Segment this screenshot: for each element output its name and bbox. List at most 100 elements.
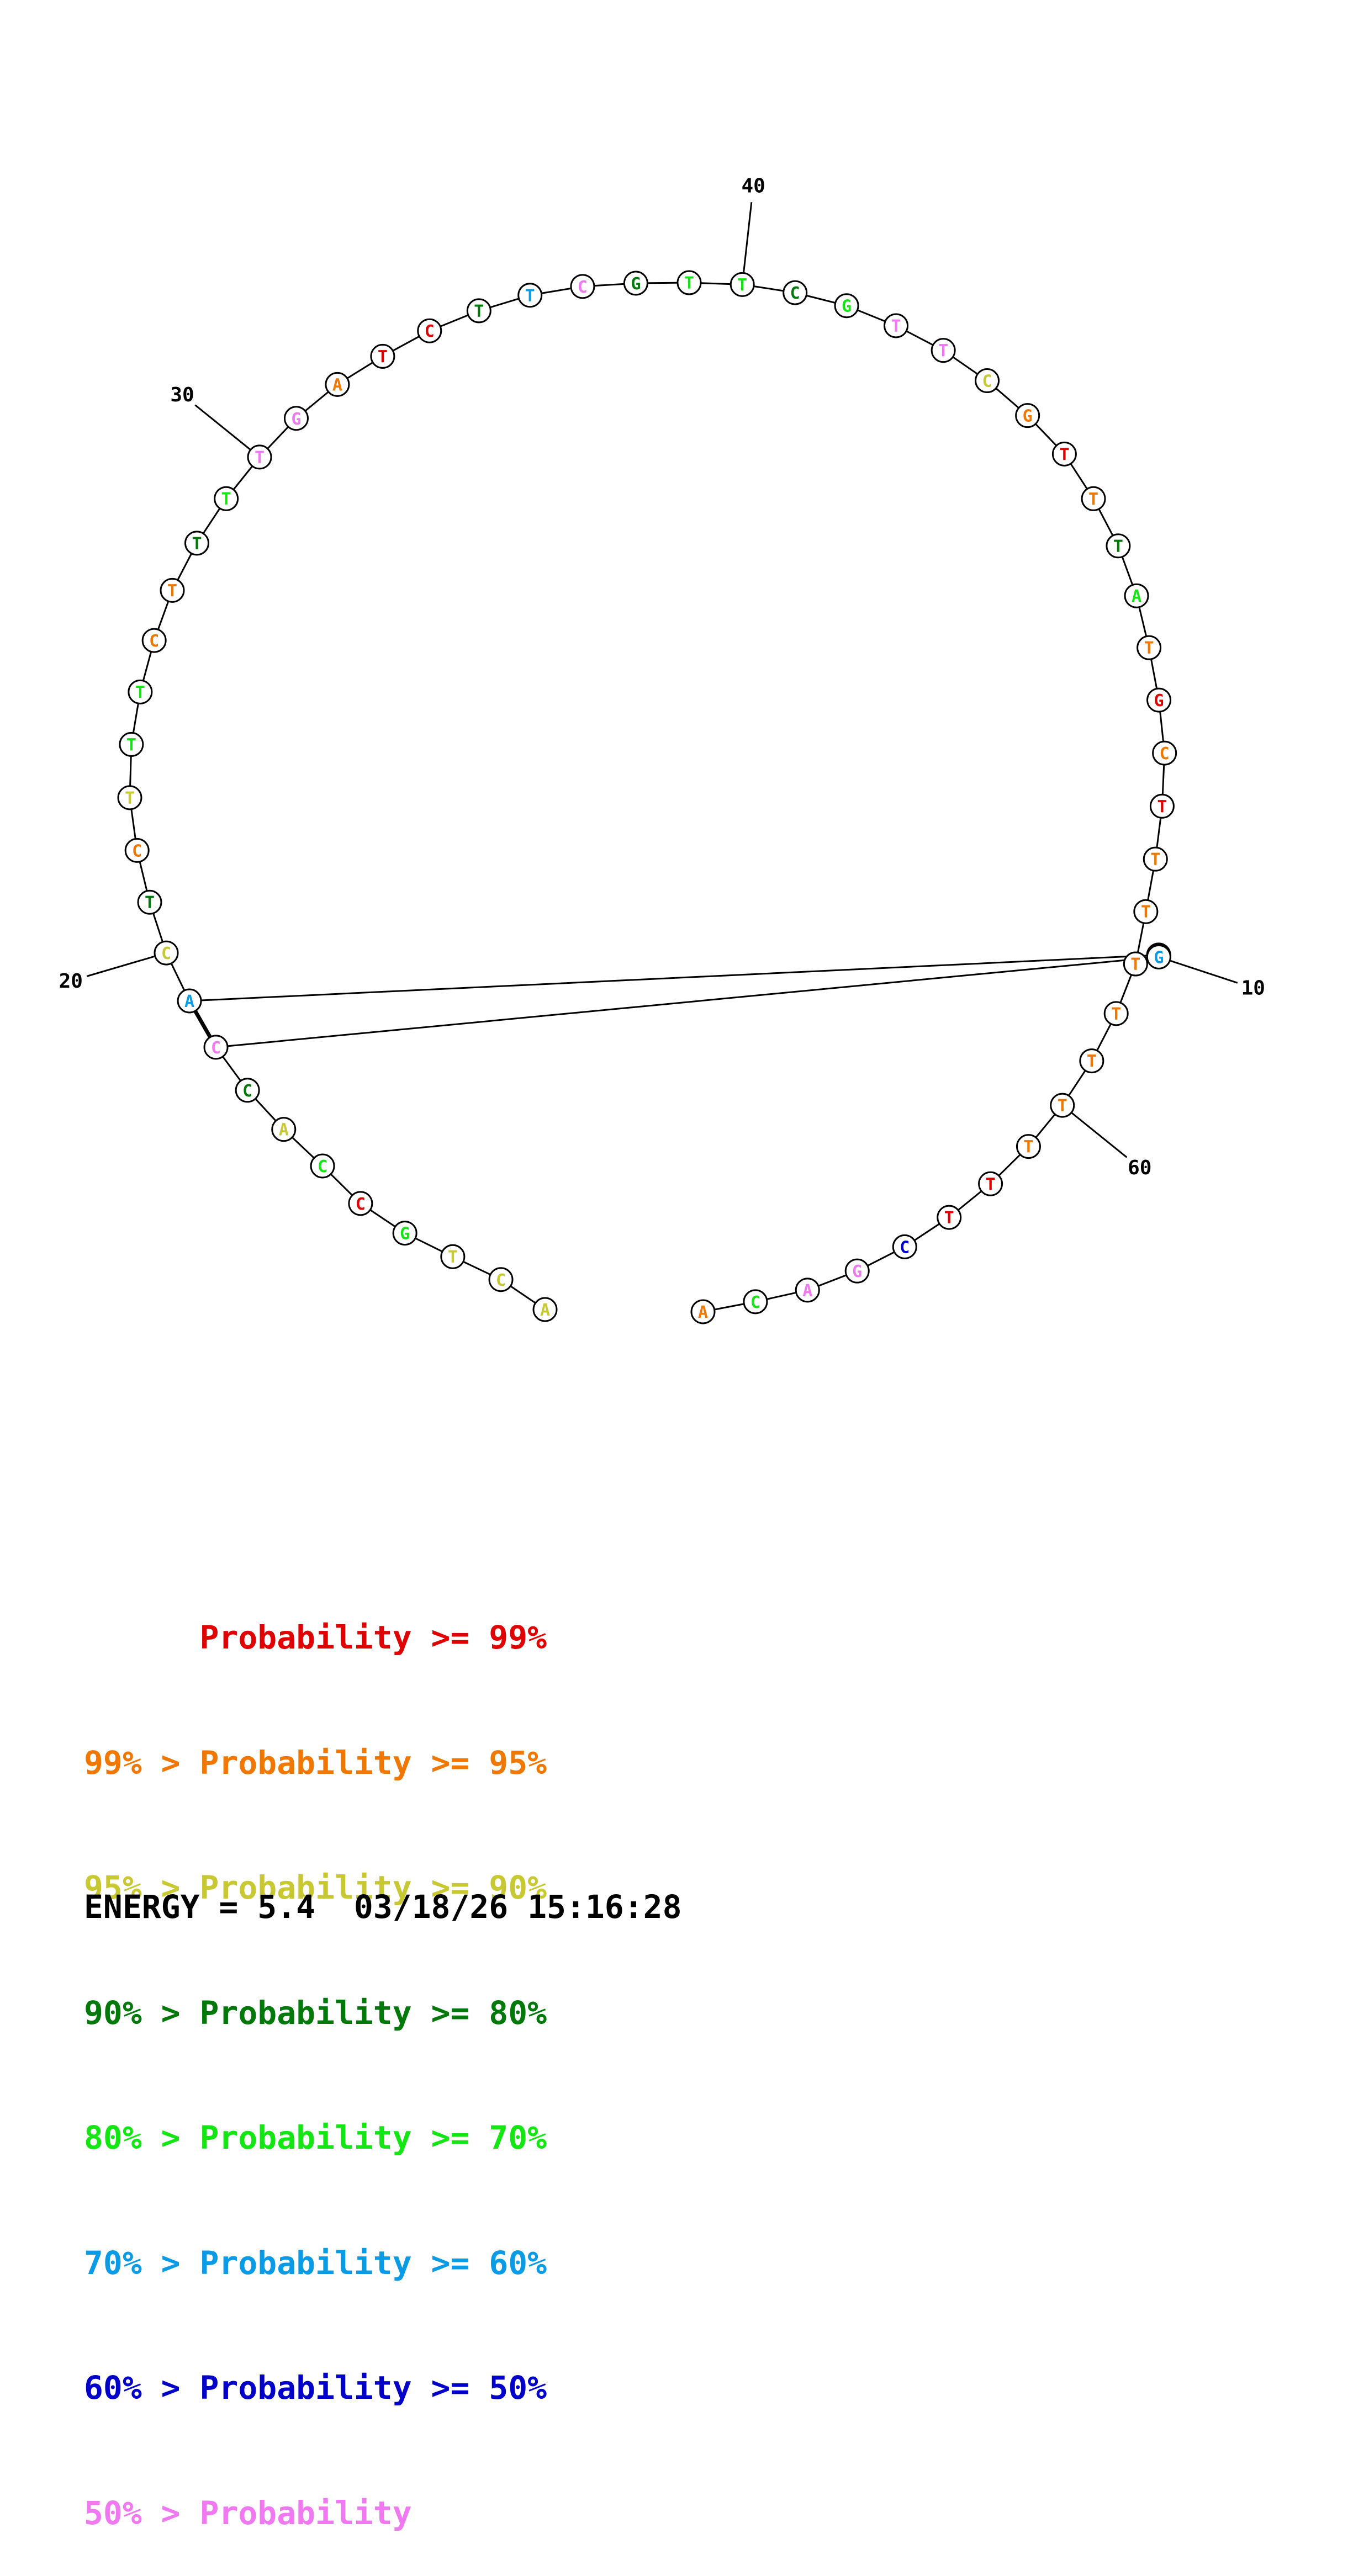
nucleotide-letter: T: [448, 1248, 458, 1267]
nucleotide-letter: C: [161, 944, 171, 963]
nucleotide-letter: T: [944, 1209, 954, 1228]
nucleotide-67: C: [489, 1268, 512, 1291]
nucleotide-39: T: [248, 446, 271, 469]
nucleotide-letter: C: [578, 278, 588, 297]
nucleotide-29: T: [731, 273, 754, 296]
tick-label-20: 20: [59, 970, 83, 993]
backbone-segment: [189, 955, 1159, 1001]
nucleotide-letter: T: [1113, 537, 1123, 556]
nucleotide-letter: T: [891, 317, 901, 336]
nucleotide-38: G: [284, 407, 308, 430]
nucleotide-letter: T: [1157, 797, 1167, 817]
nucleotide-17: G: [1148, 688, 1171, 712]
nucleotide-letter: G: [400, 1225, 410, 1244]
nucleotide-letter: G: [842, 297, 852, 316]
tick-label-40: 40: [741, 174, 765, 197]
tick-label-10: 10: [1241, 977, 1265, 1000]
nucleotide-letter: C: [318, 1157, 327, 1176]
nucleotide-letter: T: [1130, 955, 1140, 974]
nucleotide-letter: C: [211, 1038, 221, 1058]
nucleotide-letter: A: [1132, 587, 1141, 606]
nucleotide-19: A: [1125, 584, 1148, 607]
nucleotide-letter: A: [802, 1281, 812, 1301]
nucleotide-letter: C: [149, 632, 159, 651]
nucleotide-42: T: [161, 579, 184, 602]
nucleotide-33: T: [519, 284, 542, 307]
nucleotide-23: G: [1016, 404, 1039, 427]
nucleotide-letter: T: [145, 893, 155, 913]
nucleotide-letter: C: [1160, 744, 1170, 764]
nucleotide-letter: G: [1023, 407, 1033, 426]
nucleotide-letter: C: [750, 1293, 760, 1312]
nucleotide-letter: T: [1088, 490, 1098, 509]
nucleotide-24: C: [976, 369, 999, 393]
nucleotide-letter: C: [242, 1082, 252, 1101]
nucleotide-27: G: [835, 294, 858, 317]
nucleotide-letter: T: [525, 287, 535, 306]
nucleotide-3: A: [796, 1279, 819, 1302]
nucleotide-14: T: [1144, 847, 1167, 871]
nucleotide-25: T: [932, 339, 955, 362]
nucleotide-15: T: [1150, 794, 1174, 818]
nucleotide-21: T: [1082, 487, 1105, 510]
nucleotide-28: C: [784, 281, 807, 304]
legend-row-2: 99% > Probability >= 95%: [84, 1742, 547, 1784]
nucleotide-35: C: [418, 319, 441, 342]
nucleotide-16: C: [1153, 741, 1176, 765]
nucleotide-letter: T: [1058, 1096, 1067, 1116]
nucleotide-48: T: [138, 891, 161, 914]
nucleotide-36: T: [371, 344, 394, 368]
nucleotide-letter: C: [425, 322, 435, 341]
nucleotide-45: T: [120, 733, 143, 756]
nucleotide-letter: C: [790, 284, 800, 303]
nucleotide-letter: T: [1059, 445, 1069, 464]
nucleotide-letter: A: [332, 375, 342, 395]
nucleotide-18: T: [1138, 636, 1161, 659]
nucleotide-66: T: [441, 1245, 464, 1268]
nucleotide-50: A: [178, 989, 201, 1013]
nucleotide-letter: T: [1144, 639, 1154, 658]
nucleotide-10: T: [1080, 1050, 1103, 1073]
nucleotide-letter: T: [1087, 1052, 1097, 1072]
energy-readout: ENERGY = 5.4 03/18/26 15:16:28: [84, 1888, 682, 1926]
nucleotide-44: T: [129, 680, 152, 703]
nucleotide-letter: C: [496, 1271, 506, 1290]
nucleotide-31: G: [624, 272, 647, 295]
backbone-segment: [216, 957, 1159, 1047]
nucleotide-4: G: [845, 1259, 869, 1282]
nucleotide-letter: T: [986, 1175, 996, 1194]
nucleotide-letter: T: [1141, 903, 1151, 922]
nucleotide-11: T: [1104, 1002, 1128, 1025]
nucleotide-letter: A: [184, 992, 194, 1011]
nucleotide-40: T: [215, 487, 238, 510]
nucleotide-65: G: [393, 1222, 416, 1245]
nucleotide-37: A: [326, 373, 349, 396]
nucleotide-letter: T: [255, 448, 265, 468]
nucleotide-22: T: [1053, 442, 1076, 465]
legend-row-6: 70% > Probability >= 60%: [84, 2243, 547, 2285]
nucleotide-letter: T: [938, 342, 948, 361]
nucleotide-letter: G: [1154, 948, 1164, 967]
nucleotide-32: C: [571, 275, 594, 298]
nucleotide-letter: T: [1023, 1138, 1033, 1157]
nucleotide-letter: T: [167, 581, 177, 601]
nucleotide-5: C: [893, 1235, 916, 1258]
nucleotide-8: T: [1017, 1135, 1040, 1158]
tick-label-60: 60: [1128, 1157, 1151, 1179]
nucleotide-letter: A: [698, 1303, 708, 1322]
nucleotide-1: A: [691, 1300, 715, 1323]
nucleotide-68: A: [533, 1298, 557, 1321]
nucleotide-9: T: [1051, 1094, 1074, 1117]
nucleotide-20: T: [1107, 534, 1130, 558]
nucleotide-6: T: [938, 1206, 961, 1229]
nucleotide-letter: T: [135, 683, 145, 702]
nucleotide-letter: T: [474, 302, 484, 321]
legend-row-1: Probability >= 99%: [84, 1617, 547, 1659]
legend-row-4: 90% > Probability >= 80%: [84, 1992, 547, 2034]
nucleotide-49: C: [155, 941, 178, 964]
nucleotide-43: C: [142, 629, 166, 652]
tick-label-30: 30: [170, 384, 194, 406]
nucleotide-letter: C: [356, 1195, 366, 1214]
nucleotide-30: T: [678, 271, 701, 294]
nucleotide-letter: A: [279, 1121, 289, 1140]
